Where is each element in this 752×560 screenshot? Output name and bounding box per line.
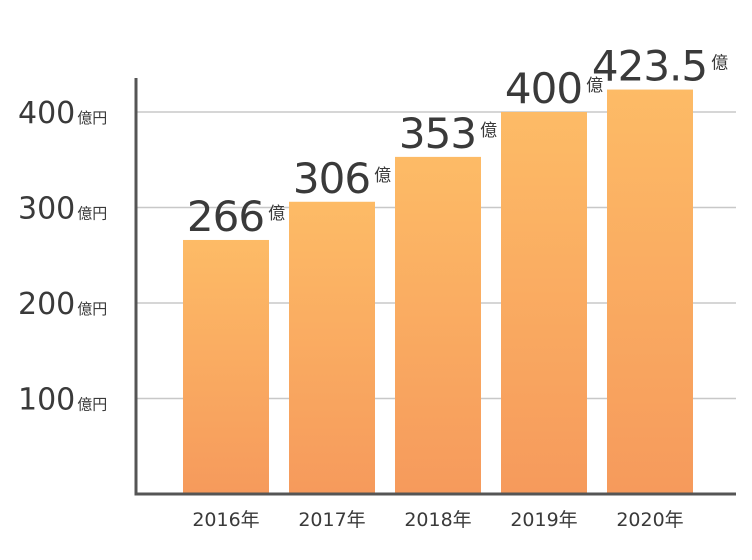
bars [183, 89, 693, 495]
y-tick-unit: 億円 [77, 109, 107, 127]
x-tick-label: 2018年 [404, 509, 471, 531]
data-label: 400 億 [505, 64, 603, 113]
y-tick-value: 300 [18, 192, 75, 227]
y-tick-label: 300 億円 [18, 192, 107, 227]
data-label: 306 億 [293, 154, 391, 203]
data-label: 353 億 [399, 109, 497, 158]
bar [183, 239, 269, 494]
data-label-unit: 億 [711, 54, 728, 74]
bar [501, 112, 587, 494]
data-label-value: 353 [399, 109, 476, 158]
y-tick-unit: 億円 [77, 205, 107, 223]
y-tick-value: 200 [18, 287, 75, 322]
data-label: 266 億 [187, 192, 285, 241]
y-tick-label: 400 億円 [18, 96, 107, 131]
x-tick-label: 2020年 [616, 509, 683, 531]
y-tick-unit: 億円 [77, 396, 107, 414]
y-tick-unit: 億円 [77, 300, 107, 318]
data-label-value: 423.5 [592, 42, 707, 91]
axes [134, 78, 736, 496]
data-label-unit: 億 [586, 76, 603, 96]
data-label: 423.5 億 [592, 42, 728, 91]
y-tick-value: 400 [18, 96, 75, 131]
x-tick-label: 2017年 [298, 509, 365, 531]
data-label-unit: 億 [268, 204, 285, 224]
bar [395, 156, 481, 494]
data-label-unit: 億 [374, 166, 391, 186]
y-tick-value: 100 [18, 383, 75, 418]
data-label-unit: 億 [480, 121, 497, 141]
bar [289, 201, 375, 494]
x-axis-ticks: 2016年 2017年 2018年 2019年 2020年 [192, 509, 683, 531]
x-tick-label: 2016年 [192, 509, 259, 531]
y-tick-label: 200 億円 [18, 287, 107, 322]
data-label-value: 306 [293, 154, 370, 203]
data-label-value: 266 [187, 192, 264, 241]
x-tick-label: 2019年 [510, 509, 577, 531]
data-label-value: 400 [505, 64, 582, 113]
bar [607, 89, 693, 495]
y-tick-label: 100 億円 [18, 383, 107, 418]
